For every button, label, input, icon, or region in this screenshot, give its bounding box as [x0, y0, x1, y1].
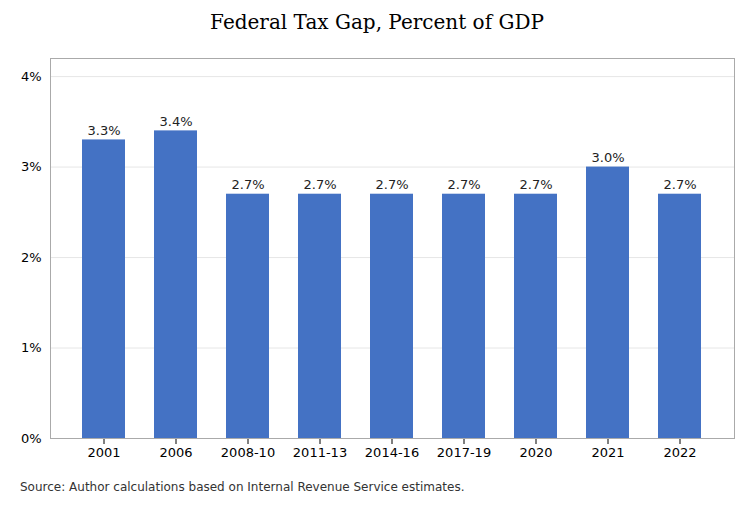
- svg-text:2.7%: 2.7%: [447, 177, 480, 192]
- svg-text:2006: 2006: [159, 445, 192, 460]
- svg-text:2017-19: 2017-19: [437, 445, 491, 460]
- svg-text:2011-13: 2011-13: [293, 445, 347, 460]
- html-text:Source: Author calculations ba: Source: Author calculations based on Int…: [20, 480, 465, 494]
- svg-text:2022: 2022: [663, 445, 696, 460]
- html-text:Federal Tax Gap, Percent of GD: Federal Tax Gap, Percent of GDP: [210, 10, 544, 34]
- svg-text:2008-10: 2008-10: [221, 445, 275, 460]
- svg-text:2001: 2001: [87, 445, 120, 460]
- svg-text:2020: 2020: [519, 445, 552, 460]
- svg-text:2%: 2%: [21, 250, 42, 265]
- svg-text:2.7%: 2.7%: [663, 177, 696, 192]
- svg-text:0%: 0%: [21, 431, 42, 446]
- svg-text:1%: 1%: [21, 340, 42, 355]
- svg-text:4%: 4%: [21, 69, 42, 84]
- svg-text:3.0%: 3.0%: [591, 150, 624, 165]
- svg-text:2.7%: 2.7%: [231, 177, 264, 192]
- svg-text:2014-16: 2014-16: [365, 445, 419, 460]
- svg-text:3.3%: 3.3%: [87, 123, 120, 138]
- svg-text:2.7%: 2.7%: [375, 177, 408, 192]
- svg-text:3%: 3%: [21, 159, 42, 174]
- svg-text:3.4%: 3.4%: [159, 114, 192, 129]
- svg-text:2.7%: 2.7%: [303, 177, 336, 192]
- svg-text:2021: 2021: [591, 445, 624, 460]
- svg-text:2.7%: 2.7%: [519, 177, 552, 192]
